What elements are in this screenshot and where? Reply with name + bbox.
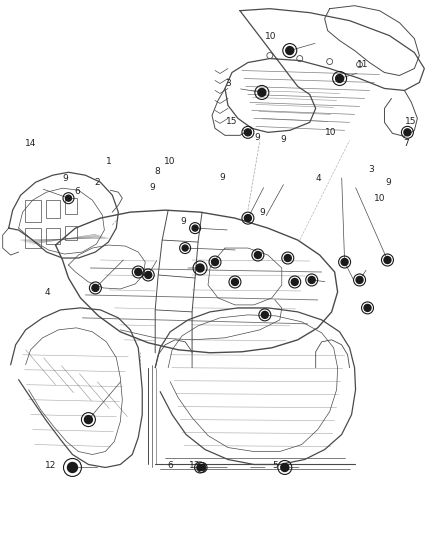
Text: 3: 3	[368, 165, 374, 174]
Text: 10: 10	[164, 157, 176, 166]
Text: 12: 12	[45, 462, 57, 470]
Text: 8: 8	[154, 167, 160, 176]
Circle shape	[364, 304, 371, 311]
Text: 7: 7	[403, 139, 409, 148]
Text: 9: 9	[259, 208, 265, 217]
Circle shape	[66, 195, 71, 201]
Circle shape	[199, 464, 205, 471]
Circle shape	[286, 46, 294, 54]
Text: 3: 3	[225, 78, 231, 87]
Circle shape	[231, 278, 238, 286]
Text: 11: 11	[357, 60, 369, 69]
Text: 6: 6	[167, 462, 173, 470]
Circle shape	[67, 463, 78, 472]
Text: 9: 9	[254, 133, 260, 142]
Text: 9: 9	[150, 183, 155, 192]
Circle shape	[336, 75, 343, 83]
Circle shape	[196, 264, 204, 272]
Text: 2: 2	[95, 178, 100, 187]
Circle shape	[145, 271, 152, 278]
Circle shape	[308, 277, 315, 284]
Text: 15: 15	[226, 117, 237, 126]
Circle shape	[356, 277, 363, 284]
Text: 13: 13	[189, 462, 201, 470]
Text: 4: 4	[45, 287, 51, 296]
Circle shape	[192, 225, 198, 231]
Text: 6: 6	[74, 187, 80, 196]
Circle shape	[284, 255, 291, 262]
Text: 15: 15	[405, 117, 417, 126]
Circle shape	[258, 88, 266, 96]
Circle shape	[281, 464, 289, 472]
Circle shape	[341, 259, 348, 265]
Circle shape	[197, 464, 203, 471]
Text: 9: 9	[63, 174, 68, 183]
Text: 10: 10	[374, 194, 385, 203]
Circle shape	[291, 278, 298, 286]
Circle shape	[384, 256, 391, 263]
Bar	[25, 228, 41, 248]
Circle shape	[135, 269, 142, 276]
Text: 14: 14	[25, 139, 36, 148]
Circle shape	[404, 129, 411, 136]
Text: 10: 10	[265, 33, 276, 42]
Circle shape	[85, 416, 92, 424]
Circle shape	[261, 311, 268, 318]
Bar	[66, 226, 78, 240]
Circle shape	[244, 129, 251, 136]
Bar	[46, 200, 60, 218]
Circle shape	[244, 215, 251, 222]
Text: 1: 1	[106, 157, 112, 166]
Text: 9: 9	[180, 217, 186, 226]
Circle shape	[182, 245, 188, 251]
Text: 9: 9	[281, 135, 286, 144]
Text: 5: 5	[272, 462, 278, 470]
Bar	[25, 200, 41, 222]
Circle shape	[92, 285, 99, 292]
Circle shape	[254, 252, 261, 259]
Text: 4: 4	[316, 174, 321, 183]
Text: 9: 9	[385, 178, 391, 187]
Text: 10: 10	[325, 128, 336, 137]
Bar	[46, 228, 60, 244]
Bar	[66, 198, 78, 214]
Circle shape	[212, 259, 219, 265]
Text: 9: 9	[219, 173, 226, 182]
